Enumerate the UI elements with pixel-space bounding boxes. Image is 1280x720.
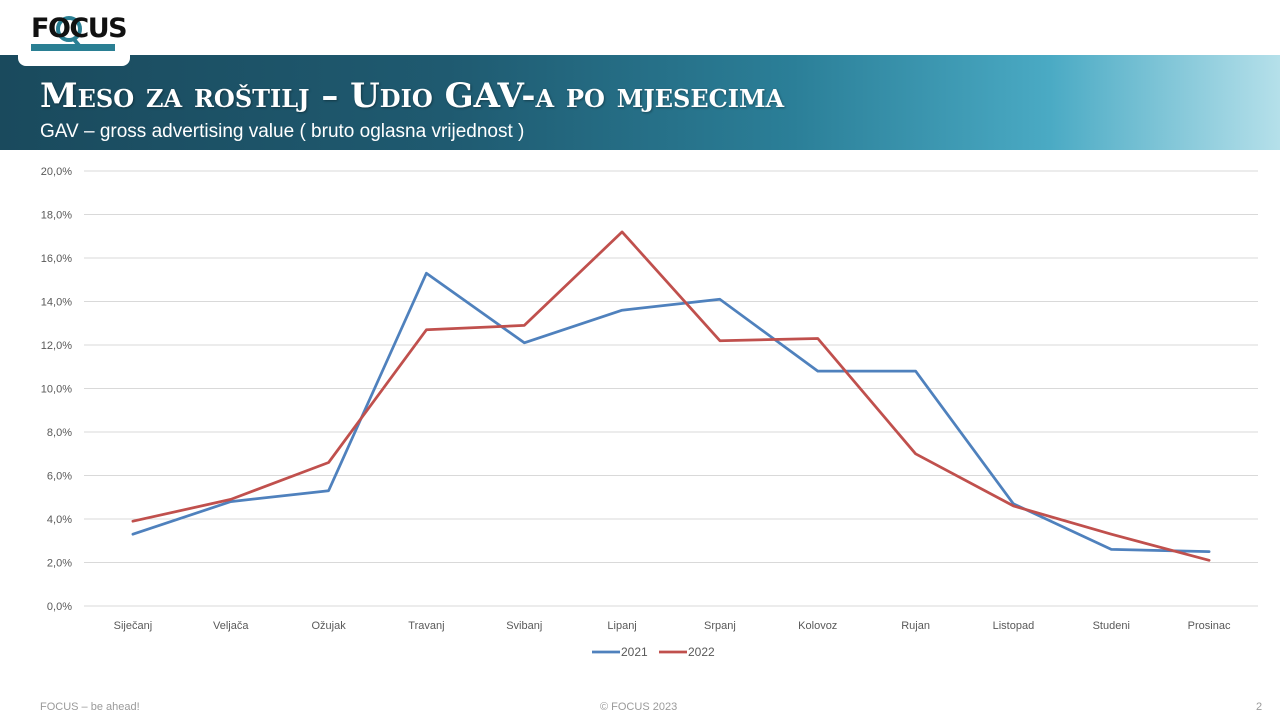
x-tick-label: Svibanj bbox=[506, 620, 542, 632]
x-axis-ticks: Siječanj Veljača Ožujak Travanj Svibanj Lipan… bbox=[114, 620, 1231, 632]
legend-label-2022: 2022 bbox=[688, 645, 715, 659]
x-tick-label: Listopad bbox=[993, 620, 1035, 632]
line-chart: 0,0% 2,0% 4,0% 6,0% 8,0% 10,0% 12,0% 14,0% 16,0%… bbox=[41, 166, 1258, 659]
x-tick-label: Studeni bbox=[1093, 620, 1130, 632]
x-tick-label: Ožujak bbox=[311, 620, 346, 632]
y-axis-ticks: 0,0% 2,0% 4,0% 6,0% 8,0% 10,0% 12,0% 14,0% 16,0%… bbox=[41, 166, 72, 613]
y-tick-label: 10,0% bbox=[41, 384, 72, 396]
page-subtitle: GAV – gross advertising value ( bruto og… bbox=[40, 121, 525, 142]
series-line-2022 bbox=[131, 230, 1211, 562]
y-tick-label: 12,0% bbox=[41, 340, 72, 352]
y-tick-label: 18,0% bbox=[41, 210, 72, 222]
y-tick-label: 14,0% bbox=[41, 297, 72, 309]
legend: 2021 2022 bbox=[592, 645, 715, 659]
y-tick-label: 20,0% bbox=[41, 166, 72, 178]
y-tick-label: 4,0% bbox=[47, 514, 72, 526]
series-lines bbox=[131, 230, 1211, 562]
logo: FOCUS bbox=[31, 13, 128, 44]
footer-copyright: © FOCUS 2023 bbox=[600, 701, 678, 713]
x-tick-label: Kolovoz bbox=[798, 620, 837, 632]
x-tick-label: Prosinac bbox=[1188, 620, 1231, 632]
y-tick-label: 16,0% bbox=[41, 253, 72, 265]
x-tick-label: Veljača bbox=[213, 620, 249, 632]
footer-tagline: FOCUS – be ahead! bbox=[40, 701, 140, 713]
series-line-2021 bbox=[131, 271, 1211, 553]
y-tick-label: 0,0% bbox=[47, 601, 72, 613]
title-banner bbox=[0, 55, 1280, 150]
logo-underline bbox=[31, 44, 115, 51]
y-tick-label: 6,0% bbox=[47, 471, 72, 483]
x-tick-label: Srpanj bbox=[704, 620, 736, 632]
x-tick-label: Travanj bbox=[408, 620, 444, 632]
y-tick-label: 8,0% bbox=[47, 427, 72, 439]
gridlines bbox=[84, 170, 1258, 607]
x-tick-label: Lipanj bbox=[607, 620, 636, 632]
logo-magnifier-icon bbox=[56, 16, 82, 42]
page-title: Meso za roštilj – Udio GAV-a po mjesecim… bbox=[40, 76, 785, 116]
page-number: 2 bbox=[1256, 701, 1263, 713]
y-tick-label: 2,0% bbox=[47, 558, 72, 570]
x-tick-label: Rujan bbox=[901, 620, 930, 632]
x-tick-label: Siječanj bbox=[114, 620, 153, 632]
legend-label-2021: 2021 bbox=[621, 645, 648, 659]
